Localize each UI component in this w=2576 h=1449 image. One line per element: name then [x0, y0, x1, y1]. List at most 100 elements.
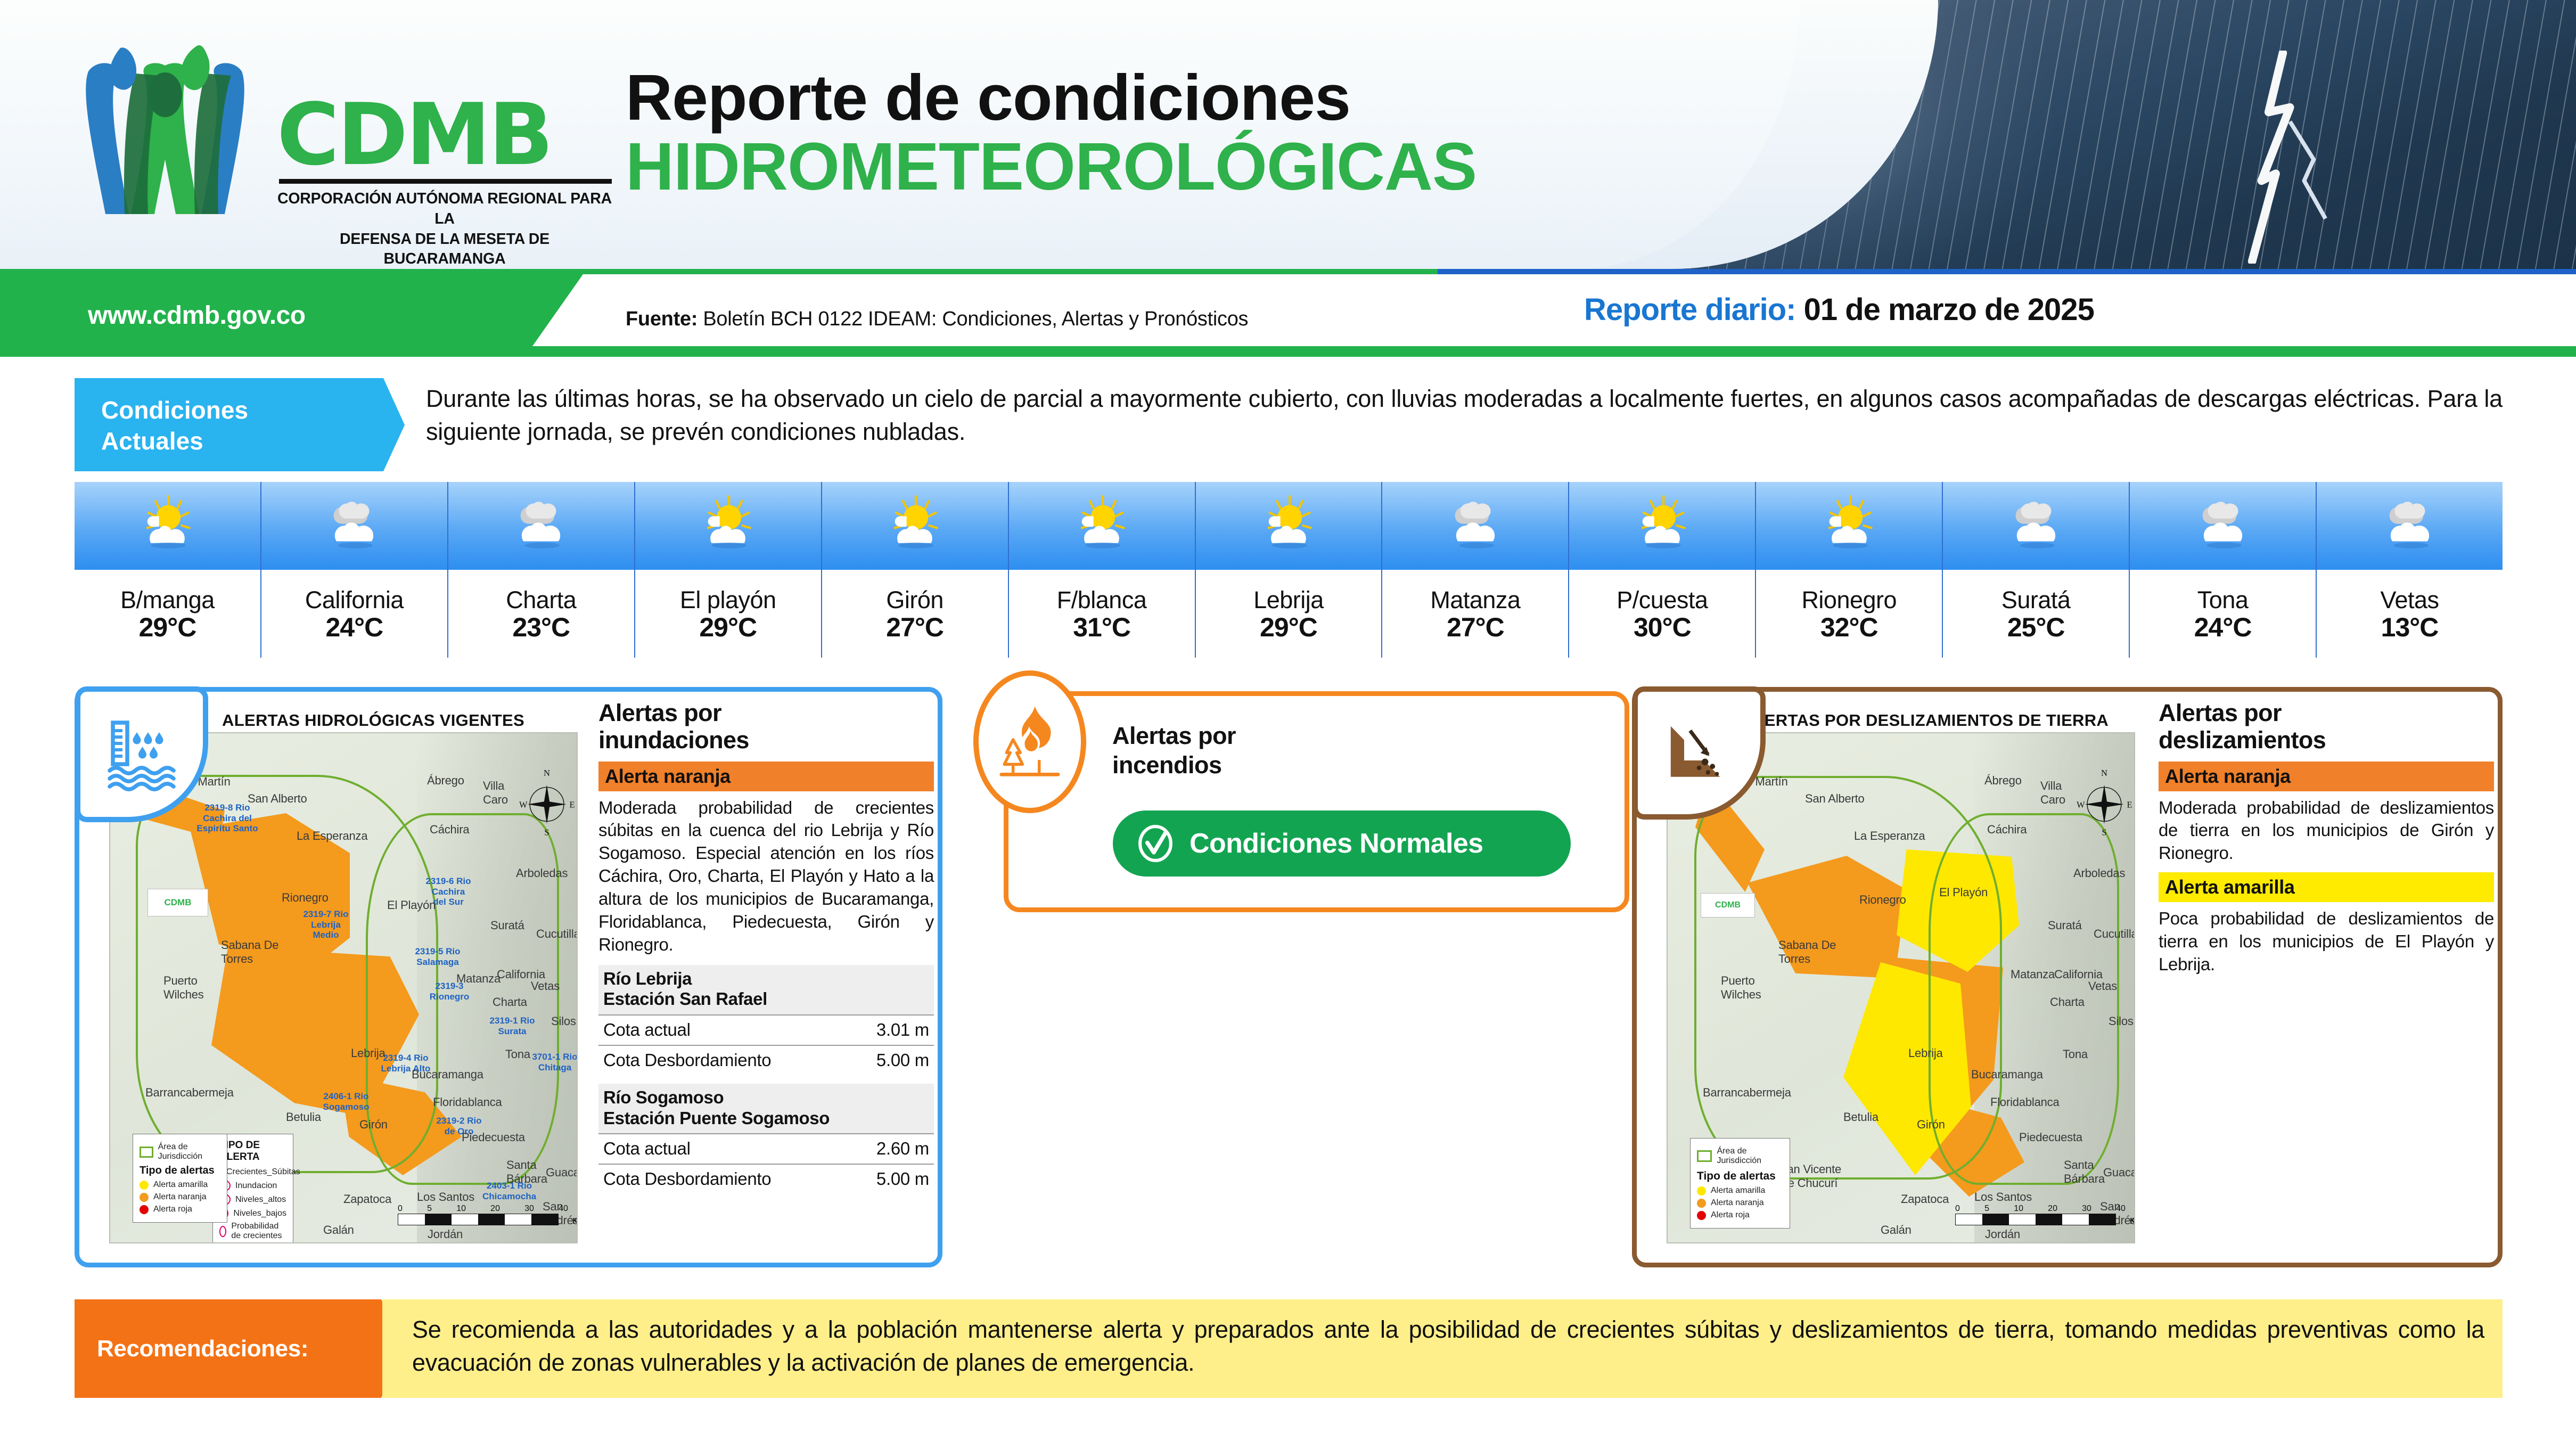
- weather-icon-wrap: [448, 482, 634, 570]
- landslide-alert-panel: ALERTAS POR DESLIZAMIENTOS DE TIERRA San…: [1632, 686, 2503, 1267]
- jurisdiction-boundary: [366, 813, 559, 1185]
- svg-text:W: W: [2077, 799, 2085, 809]
- weather-cell-b-manga: B/manga 29°C: [75, 482, 261, 658]
- river-label: 2319-2 Rio de Oro: [436, 1116, 482, 1136]
- alert-panels-row: ALERTAS HIDROLÓGICAS VIGENTES 2319-8 Rio…: [75, 670, 2503, 1278]
- place-label: Betulia: [286, 1110, 321, 1124]
- info-bar: [0, 269, 2576, 357]
- place-label: La Esperanza: [1854, 829, 1925, 842]
- fire-badge: [973, 670, 1086, 813]
- current-conditions-tab-line1: Condiciones: [101, 396, 249, 424]
- river-label: 2319-6 Rio Cachira del Sur: [425, 876, 471, 907]
- fire-heading-line2: incendios: [1112, 751, 1222, 779]
- city-name: Matanza: [1430, 586, 1521, 613]
- svg-text:N: N: [544, 768, 550, 778]
- wildfire-icon: [999, 706, 1060, 776]
- place-label: Ábrego: [427, 774, 464, 787]
- landslide-map[interactable]: ALERTAS POR DESLIZAMIENTOS DE TIERRA San…: [1648, 699, 2149, 1258]
- legend-title: TIPO DE ALERTA: [219, 1140, 260, 1163]
- header-white-curve-inner: [0, 0, 1800, 269]
- city-temperature: 27°C: [886, 612, 944, 643]
- weather-label: California 24°C: [261, 570, 447, 658]
- recommendations-text: Se recomienda a las autoridades y a la p…: [382, 1299, 2503, 1398]
- place-label: Galán: [1881, 1223, 1912, 1237]
- cloudy-icon: [520, 502, 561, 549]
- legend-title: Tipo de alertas: [140, 1165, 215, 1176]
- weather-label: Tona 24°C: [2130, 570, 2316, 658]
- station-block: Río Sogamoso Estación Puente Sogamoso Co…: [598, 1084, 934, 1194]
- page-title: Reporte de condiciones HIDROMETEOROLÓGIC…: [626, 64, 1477, 204]
- place-label: Bucaramanga: [1971, 1068, 2043, 1081]
- sun-behind-cloud-icon: [1641, 495, 1686, 549]
- fire-heading: Alertas por incendios: [1112, 722, 1236, 780]
- place-label: Rionegro: [1859, 893, 1906, 906]
- place-label: La Esperanza: [297, 829, 368, 842]
- report-date-value: 01 de marzo de 2025: [1803, 292, 2095, 327]
- place-label: Cucutilla: [536, 927, 578, 940]
- flood-heading-line2: inundaciones: [598, 726, 749, 754]
- river-label: 2319-7 Rio Lebrija Medio: [303, 909, 349, 940]
- station-row: Cota Desbordamiento 5.00 m: [598, 1045, 934, 1075]
- fire-heading-line1: Alertas por: [1112, 722, 1236, 749]
- place-label: San Alberto: [248, 792, 307, 805]
- landslide-heading: Alertas por deslizamientos: [2159, 699, 2494, 754]
- station-header: Río Sogamoso Estación Puente Sogamoso: [598, 1084, 934, 1134]
- row-value: 5.00 m: [876, 1169, 929, 1189]
- station-block: Río Lebrija Estación San Rafael Cota act…: [598, 964, 934, 1075]
- info-bar-white-panel: [532, 274, 2576, 346]
- place-label: Villa Caro: [2040, 779, 2065, 806]
- city-name: B/manga: [120, 586, 215, 613]
- city-temperature: 29°C: [1260, 612, 1318, 643]
- place-label: Cáchira: [430, 823, 470, 836]
- place-label: Bucaramanga: [412, 1068, 483, 1081]
- logo-subtitle-line2: DEFENSA DE LA MESETA DE BUCARAMANGA: [340, 230, 549, 268]
- legend-row: Alerta naranja: [140, 1192, 220, 1202]
- city-temperature: 31°C: [1073, 612, 1131, 643]
- place-label: Floridablanca: [433, 1095, 502, 1109]
- city-name: Vetas: [2380, 586, 2439, 613]
- weather-icon-wrap: [2317, 482, 2503, 570]
- place-label: Silos: [2109, 1014, 2134, 1028]
- row-label: Cota Desbordamiento: [603, 1050, 772, 1070]
- city-name: Lebrija: [1253, 586, 1324, 613]
- place-label: Cáchira: [1987, 823, 2027, 836]
- place-label: Piedecuesta: [462, 1131, 525, 1144]
- cloudy-icon: [2015, 502, 2055, 549]
- flood-alert-text: Moderada probabilidad de crecientes súbi…: [598, 797, 934, 954]
- current-conditions-tab-line2: Actuales: [101, 427, 203, 455]
- svg-text:S: S: [2102, 827, 2106, 837]
- fire-alert-panel: Alertas por incendios Condiciones Normal…: [973, 670, 1629, 912]
- city-name: California: [305, 586, 404, 613]
- flood-legend-alert-levels: Área de Jurisdicción Tipo de alertas Ale…: [133, 1134, 227, 1223]
- place-label: El Playón: [1939, 886, 1988, 899]
- recommendations-tab: Recomendaciones:: [75, 1299, 405, 1398]
- legend-title: Tipo de alertas: [1697, 1170, 1776, 1182]
- weather-icon-wrap: [635, 482, 821, 570]
- row-value: 3.01 m: [876, 1020, 929, 1040]
- report-date-label: Reporte diario:: [1584, 292, 1796, 327]
- title-line-2: HIDROMETEOROLÓGICAS: [626, 128, 1477, 204]
- flood-alert-level-badge: Alerta naranja: [598, 761, 934, 791]
- city-name: Tona: [2197, 586, 2249, 613]
- place-label: San Alberto: [1805, 792, 1865, 805]
- place-label: Jordán: [428, 1227, 463, 1241]
- legend-jurisdiction-row: Área de Jurisdicción: [140, 1142, 220, 1161]
- sun-behind-cloud-icon: [1828, 495, 1873, 549]
- place-label: Villa Caro: [483, 779, 508, 806]
- place-label: Lebrija: [1908, 1046, 1943, 1060]
- city-temperature: 13°C: [2381, 612, 2439, 643]
- landslide-alert-text: Moderada probabilidad de deslizamientos …: [2159, 797, 2494, 863]
- source-text: Boletín BCH 0122 IDEAM: Condiciones, Ale…: [703, 308, 1249, 330]
- place-label: Matanza: [2011, 968, 2055, 981]
- weather-icon-wrap: [1569, 482, 1755, 570]
- river-name: Río Lebrija: [603, 968, 692, 988]
- city-name: El playón: [679, 586, 776, 613]
- cloudy-icon: [2389, 502, 2429, 549]
- place-label: El Playón: [387, 898, 436, 912]
- weather-cell-lebrija: Lebrija 29°C: [1195, 482, 1383, 658]
- website-url[interactable]: www.cdmb.gov.co: [88, 301, 306, 330]
- flood-map[interactable]: ALERTAS HIDROLÓGICAS VIGENTES 2319-8 Rio…: [91, 699, 589, 1258]
- weather-icon-wrap: [261, 482, 447, 570]
- city-temperature: 24°C: [2194, 612, 2252, 643]
- weather-label: B/manga 29°C: [75, 570, 260, 658]
